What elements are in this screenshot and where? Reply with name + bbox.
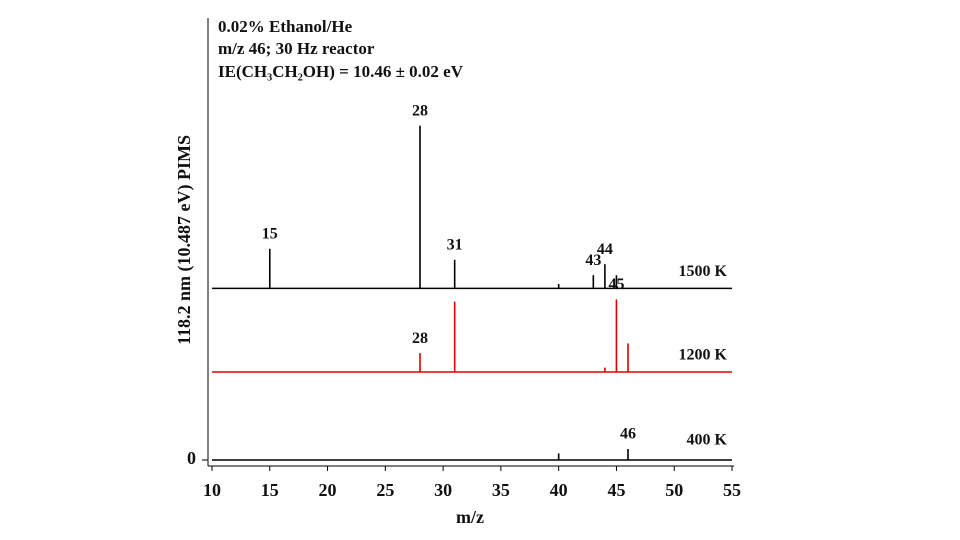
x-tick-label: 35 (492, 480, 510, 500)
series-label: 1200 K (679, 347, 728, 364)
x-tick-label: 15 (261, 480, 279, 500)
peak-label: 28 (412, 330, 428, 347)
x-tick-label: 10 (203, 480, 221, 500)
peak-label: 43 (585, 252, 601, 269)
series-label: 1500 K (679, 263, 728, 280)
title-line: 0.02% Ethanol/He (218, 17, 353, 36)
y-axis-label: 118.2 nm (10.487 eV) PIMS (174, 135, 195, 345)
x-tick-label: 55 (723, 480, 741, 500)
x-tick-label: 25 (376, 480, 394, 500)
peak-label: 45 (608, 276, 624, 293)
peak-label: 46 (620, 426, 636, 443)
x-tick-label: 45 (607, 480, 625, 500)
series-label: 400 K (687, 432, 728, 449)
peak-label: 28 (412, 102, 428, 119)
x-tick-label: 20 (319, 480, 337, 500)
peak-label: 44 (597, 241, 613, 258)
x-tick-label: 30 (434, 480, 452, 500)
x-axis-label: m/z (456, 507, 484, 527)
peak-label: 31 (447, 236, 463, 253)
x-tick-label: 50 (665, 480, 683, 500)
x-tick-label: 40 (550, 480, 568, 500)
title-line: IE(CH₃CH₂OH) = 10.46 ± 0.02 eV (218, 62, 464, 81)
y-tick-label: 0 (187, 448, 196, 468)
peak-label: 15 (262, 225, 278, 242)
title-line: m/z 46; 30 Hz reactor (218, 39, 375, 58)
